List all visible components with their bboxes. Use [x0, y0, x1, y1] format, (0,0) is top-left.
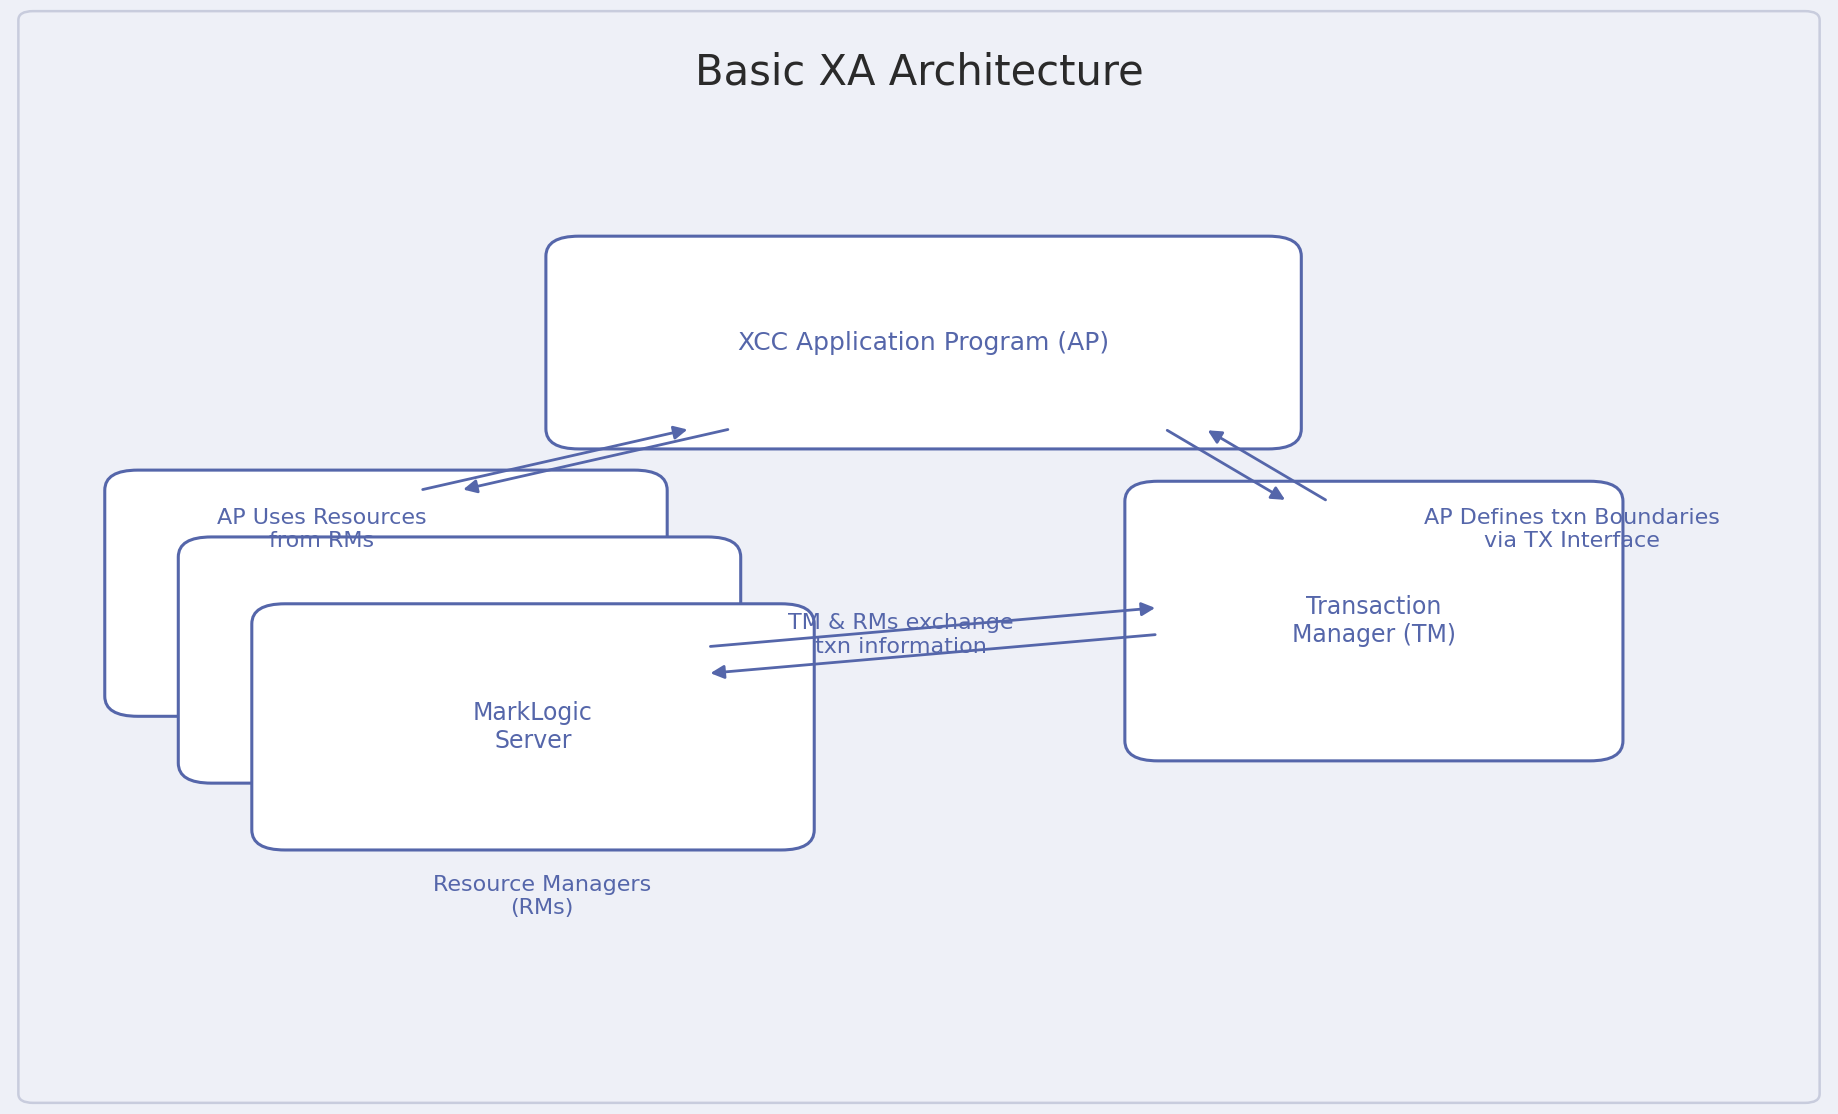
- FancyBboxPatch shape: [105, 470, 667, 716]
- Text: Basic XA Architecture: Basic XA Architecture: [695, 51, 1143, 94]
- Text: Other RM: Other RM: [331, 582, 441, 605]
- Text: AP Uses Resources
from RMs: AP Uses Resources from RMs: [217, 508, 426, 550]
- FancyBboxPatch shape: [546, 236, 1301, 449]
- FancyBboxPatch shape: [178, 537, 741, 783]
- Text: TM & RMs exchange
txn information: TM & RMs exchange txn information: [789, 614, 1013, 656]
- Text: Transaction
Manager (TM): Transaction Manager (TM): [1292, 595, 1456, 647]
- Text: AP Defines txn Boundaries
via TX Interface: AP Defines txn Boundaries via TX Interfa…: [1424, 508, 1719, 550]
- Text: Other RM: Other RM: [404, 648, 515, 672]
- FancyBboxPatch shape: [1125, 481, 1623, 761]
- Text: MarkLogic
Server: MarkLogic Server: [472, 701, 594, 753]
- FancyBboxPatch shape: [252, 604, 814, 850]
- Text: XCC Application Program (AP): XCC Application Program (AP): [739, 331, 1108, 354]
- Text: Resource Managers
(RMs): Resource Managers (RMs): [434, 876, 651, 918]
